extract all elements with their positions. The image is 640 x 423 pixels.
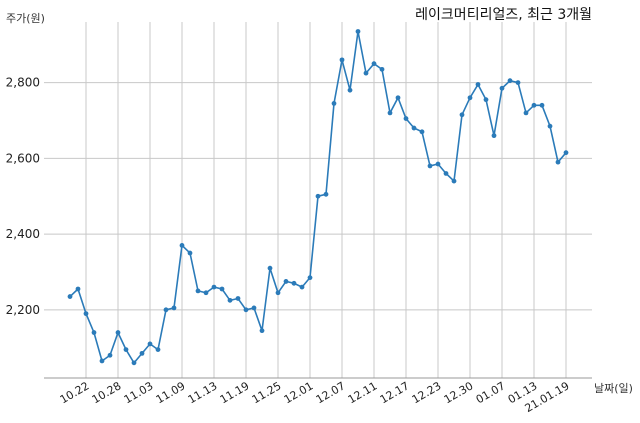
price-point [163,307,169,313]
x-tick-label: 11.03 [122,379,156,406]
price-point [227,297,233,303]
price-point [187,250,193,256]
price-point [331,101,337,106]
price-point [491,133,497,139]
x-tick-label: 11.25 [250,379,284,406]
y-tick-label: 2,800 [6,76,40,90]
price-point [235,296,241,301]
price-point [315,193,321,199]
price-point [539,102,545,108]
price-point [259,328,265,334]
price-point [427,163,433,169]
price-point [219,286,225,292]
y-tick-label: 2,200 [6,303,40,317]
x-tick-label: 10.22 [58,379,92,406]
price-point [131,360,137,366]
price-point [179,243,185,248]
chart-title: 레이크머티리얼즈, 최근 3개월 [415,7,592,23]
x-tick-label: 11.09 [154,379,188,406]
price-point [531,102,537,108]
y-tick-label: 2,400 [6,227,40,241]
x-axis-label: 날짜(일) [594,382,633,395]
price-point [371,61,377,67]
price-point [395,95,401,101]
price-point [451,178,457,184]
y-tick-label: 2,600 [6,151,40,165]
price-point [323,191,329,197]
price-point [115,330,121,335]
x-tick-label: 12.01 [282,379,316,406]
price-point [411,125,417,131]
price-point [211,284,217,290]
price-point [291,280,297,286]
price-point [347,87,353,93]
price-point [499,85,505,91]
price-point [99,358,105,364]
price-point [91,330,97,335]
price-point [243,307,249,313]
price-point [483,97,489,103]
x-tick-label: 12.07 [314,379,348,406]
price-point [147,341,153,347]
price-point [155,347,161,352]
price-point [195,288,201,294]
price-point [339,57,345,63]
x-tick-label: 01.07 [474,379,508,406]
price-point [363,70,369,76]
price-point [547,123,553,129]
price-point [67,294,73,299]
x-tick-label: 10.28 [90,379,124,406]
price-point [355,29,361,34]
price-point [203,290,209,296]
x-tick-label: 12.23 [410,379,444,406]
price-point [387,110,393,116]
price-point [123,347,129,352]
price-point [475,82,481,87]
price-point [83,311,89,317]
price-point [507,78,513,84]
price-point [251,305,257,311]
x-tick-label: 12.30 [442,379,476,406]
price-point [443,171,449,176]
x-tick-label: 11.13 [186,379,220,406]
x-tick-label: 12.11 [346,379,380,406]
price-point [563,150,569,156]
price-point [299,284,305,290]
price-point [379,66,385,72]
price-point [555,159,561,165]
price-point [459,112,465,118]
price-point [267,265,273,271]
x-tick-label: 11.19 [218,379,252,406]
price-point [419,129,425,135]
price-point [403,116,409,121]
price-point [515,80,521,85]
x-tick-label: 12.17 [378,379,412,406]
price-point [75,286,81,292]
price-point [467,95,473,101]
price-point [435,161,441,167]
price-point [107,352,113,358]
y-axis-label: 주가(원) [6,12,45,25]
price-point [275,290,281,296]
price-point [523,110,529,116]
price-point [171,305,177,311]
price-point [139,350,145,356]
price-point [283,279,289,284]
price-point [307,275,313,281]
